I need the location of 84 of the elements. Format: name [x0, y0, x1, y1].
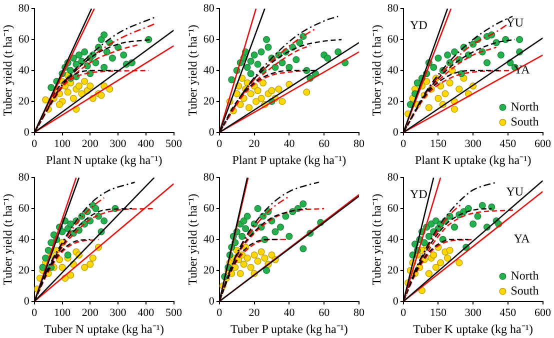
y-tick-label: 20 — [203, 95, 215, 108]
y-tick-label: 20 — [18, 264, 30, 276]
legend-label: South — [510, 284, 539, 298]
x-tick-label: 0 — [400, 306, 407, 319]
x-tick-label: 0 — [216, 306, 223, 319]
x-tick-label: 150 — [430, 138, 447, 150]
x-tick-label: 400 — [138, 306, 155, 319]
x-tick-label: 0 — [216, 138, 223, 150]
x-tick-label: 80 — [354, 306, 365, 319]
y-tick-label: 0 — [392, 295, 399, 308]
y-tick-label: 20 — [18, 95, 30, 108]
y-tick-label: 20 — [203, 264, 215, 276]
y-tick-label: 60 — [18, 33, 30, 46]
y-tick-label: 0 — [208, 295, 215, 308]
legend-label: North — [510, 268, 539, 283]
annotation: YA — [514, 232, 530, 246]
x-axis-title: Plant P uptake (kg ha⁻¹) — [232, 152, 346, 167]
y-tick-label: 80 — [203, 2, 215, 14]
y-axis-title: Tuber yield (t ha⁻¹) — [369, 24, 384, 116]
y-tick-label: 60 — [18, 202, 30, 214]
x-tick-label: 300 — [464, 306, 482, 319]
x-tick-label: 20 — [248, 306, 260, 319]
annotation: YU — [506, 184, 524, 199]
y-axis-title: Tuber yield (t ha⁻¹) — [369, 194, 384, 286]
y-axis-title: Tuber yield (t ha⁻¹) — [0, 24, 14, 116]
annotation: YA — [514, 62, 530, 77]
x-tick-label: 500 — [166, 138, 182, 150]
y-tick-label: 40 — [18, 64, 30, 76]
x-tick-label: 300 — [110, 138, 127, 150]
x-axis-title: Tuber N uptake (kg ha⁻¹) — [44, 322, 164, 336]
annotation: YD — [410, 187, 428, 202]
y-tick-label: 60 — [203, 202, 215, 214]
x-tick-label: 300 — [464, 138, 482, 150]
annotation: YD — [410, 18, 428, 32]
x-tick-label: 0 — [32, 138, 38, 150]
x-tick-label: 400 — [138, 138, 155, 150]
y-tick-label: 0 — [24, 295, 30, 308]
x-axis-title: Plant K uptake (kg ha⁻¹) — [414, 152, 532, 167]
x-tick-label: 200 — [82, 138, 99, 150]
y-tick-label: 80 — [387, 2, 399, 14]
x-tick-label: 100 — [54, 306, 72, 319]
legend-label: South — [510, 114, 539, 129]
x-tick-label: 150 — [430, 306, 447, 319]
x-tick-label: 0 — [400, 138, 407, 150]
y-tick-label: 40 — [18, 233, 30, 246]
y-tick-label: 20 — [387, 264, 399, 276]
y-axis-title: Tuber yield (t ha⁻¹) — [0, 194, 14, 286]
annotation: YU — [506, 16, 524, 30]
y-tick-label: 40 — [203, 64, 215, 76]
y-tick-label: 60 — [387, 33, 399, 46]
x-axis-title: Plant N uptake (kg ha⁻¹) — [46, 152, 162, 167]
x-tick-label: 450 — [500, 138, 517, 150]
x-tick-label: 100 — [54, 138, 72, 150]
x-tick-label: 80 — [354, 138, 365, 150]
x-tick-label: 200 — [82, 306, 99, 319]
x-axis-title: Tuber P uptake (kg ha⁻¹) — [230, 322, 348, 336]
x-tick-label: 0 — [32, 306, 38, 319]
x-tick-label: 600 — [534, 306, 552, 319]
y-tick-label: 80 — [203, 171, 215, 184]
y-tick-label: 40 — [387, 64, 399, 76]
y-tick-label: 80 — [387, 171, 399, 184]
y-tick-label: 80 — [18, 2, 30, 14]
x-tick-label: 450 — [500, 306, 517, 319]
x-tick-label: 60 — [318, 138, 330, 150]
y-tick-label: 20 — [387, 95, 399, 108]
y-tick-label: 60 — [203, 33, 215, 46]
y-tick-label: 0 — [24, 126, 30, 138]
y-axis-title: Tuber yield (t ha⁻¹) — [185, 24, 200, 116]
y-tick-label: 60 — [387, 202, 399, 214]
legend-label: North — [510, 100, 539, 114]
y-tick-label: 80 — [18, 171, 30, 184]
x-axis-title: Tuber K uptake (kg ha⁻¹) — [413, 322, 533, 336]
y-tick-label: 0 — [392, 126, 399, 138]
y-tick-label: 40 — [387, 233, 399, 246]
x-tick-label: 40 — [284, 306, 296, 319]
x-tick-label: 20 — [248, 138, 260, 150]
x-tick-label: 40 — [284, 138, 296, 150]
x-tick-label: 60 — [318, 306, 330, 319]
x-tick-label: 600 — [534, 138, 552, 150]
x-tick-label: 500 — [166, 306, 182, 319]
y-tick-label: 0 — [208, 126, 215, 138]
x-tick-label: 300 — [110, 306, 127, 319]
y-tick-label: 40 — [203, 233, 215, 246]
y-axis-title: Tuber yield (t ha⁻¹) — [185, 194, 200, 286]
